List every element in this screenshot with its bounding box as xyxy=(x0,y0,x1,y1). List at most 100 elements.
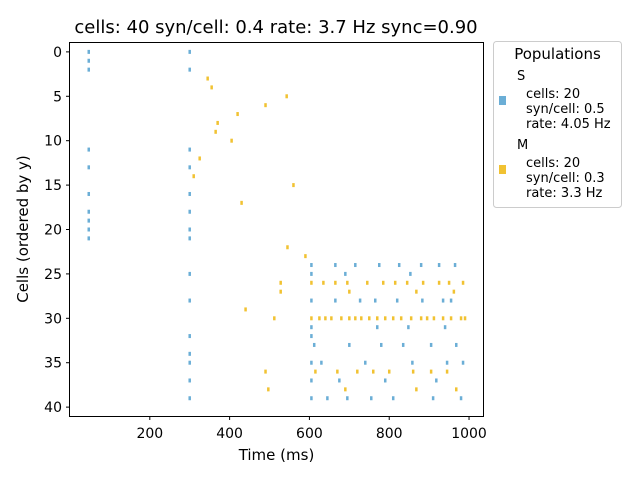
spike-s-2 xyxy=(87,67,91,72)
spike-s-25 xyxy=(310,263,313,268)
spike-m-14 xyxy=(279,280,282,285)
spike-m-46 xyxy=(399,316,403,321)
spike-m-4 xyxy=(214,129,217,134)
y-tick-label-20: 20 xyxy=(44,223,62,239)
legend-entry-m-line-2: syn/cell: 0.3 xyxy=(526,171,605,186)
spike-s-14 xyxy=(188,191,191,196)
spike-m-17 xyxy=(292,183,295,188)
spike-s-50 xyxy=(383,378,387,383)
spike-m-30 xyxy=(344,387,347,392)
spike-s-6 xyxy=(87,209,91,214)
spike-s-44 xyxy=(364,360,367,365)
spike-m-59 xyxy=(445,369,449,374)
spike-s-29 xyxy=(310,334,313,339)
spike-s-33 xyxy=(312,342,316,347)
spike-s-48 xyxy=(378,263,381,268)
spike-s-9 xyxy=(87,236,91,241)
spike-s-63 xyxy=(437,263,441,268)
spike-m-38 xyxy=(368,316,371,321)
spike-s-23 xyxy=(188,378,191,383)
spike-m-51 xyxy=(415,387,418,392)
spike-s-40 xyxy=(346,396,349,401)
y-tick-label-25: 25 xyxy=(44,267,62,283)
spike-m-43 xyxy=(387,369,391,374)
spike-m-62 xyxy=(452,289,456,294)
legend-entry-s-line-3: rate: 4.05 Hz xyxy=(526,117,611,132)
legend-entry-m-line-3: rate: 3.3 Hz xyxy=(526,186,603,201)
spike-s-41 xyxy=(348,342,351,347)
spike-s-1 xyxy=(87,58,91,63)
x-axis-label: Time (ms) xyxy=(238,446,315,464)
spike-m-44 xyxy=(391,316,395,321)
spike-m-35 xyxy=(356,369,359,374)
spike-s-43 xyxy=(358,298,362,303)
x-tick-label-400: 400 xyxy=(216,426,243,442)
legend: Populations S cells: 20 syn/cell: 0.5 ra… xyxy=(493,41,622,208)
x-tick-label-1000: 1000 xyxy=(451,426,487,442)
x-tick-label-800: 800 xyxy=(376,426,403,442)
spike-s-7 xyxy=(87,218,91,223)
spike-m-64 xyxy=(459,316,463,321)
spike-m-11 xyxy=(264,369,267,374)
y-tick-label-15: 15 xyxy=(44,178,62,194)
spike-s-46 xyxy=(374,298,377,303)
spike-m-16 xyxy=(285,94,288,99)
spike-m-18 xyxy=(286,245,289,250)
legend-title: Populations xyxy=(514,45,601,63)
spike-m-49 xyxy=(411,369,415,374)
spike-m-1 xyxy=(192,174,195,179)
spike-s-30 xyxy=(310,360,313,365)
spike-s-66 xyxy=(445,360,449,365)
spike-m-61 xyxy=(449,316,453,321)
spike-s-10 xyxy=(188,49,191,54)
spike-s-4 xyxy=(87,165,91,170)
x-axis-ticks: 200 400 600 800 1000 xyxy=(136,416,487,442)
spike-m-0 xyxy=(198,156,201,161)
spike-m-26 xyxy=(330,316,333,321)
spike-s-15 xyxy=(188,209,191,214)
spike-s-35 xyxy=(326,396,329,401)
spike-m-19 xyxy=(304,254,307,259)
spike-m-2 xyxy=(206,76,209,81)
spike-m-10 xyxy=(264,103,267,108)
spike-m-60 xyxy=(447,280,451,285)
spike-m-63 xyxy=(455,387,458,392)
plot-frame xyxy=(69,42,484,417)
spike-m-42 xyxy=(383,316,387,321)
spike-s-31 xyxy=(310,378,313,383)
x-tick-label-600: 600 xyxy=(296,426,323,442)
spike-m-36 xyxy=(360,316,363,321)
spike-s-61 xyxy=(431,396,435,401)
spike-s-20 xyxy=(188,334,191,339)
spike-s-71 xyxy=(461,360,465,365)
spike-s-56 xyxy=(409,271,412,276)
spike-m-9 xyxy=(244,307,247,312)
spike-m-65 xyxy=(461,280,465,285)
spike-s-36 xyxy=(334,263,337,268)
spike-s-70 xyxy=(459,396,463,401)
spike-m-50 xyxy=(415,289,418,294)
spike-s-68 xyxy=(453,263,457,268)
spike-m-58 xyxy=(441,316,445,321)
spike-s-22 xyxy=(188,360,191,365)
spike-m-23 xyxy=(318,316,321,321)
spike-m-8 xyxy=(240,200,243,205)
spike-m-29 xyxy=(340,316,343,321)
spike-m-12 xyxy=(267,387,270,392)
spike-s-18 xyxy=(188,271,191,276)
spike-s-0 xyxy=(87,49,91,54)
spike-s-62 xyxy=(435,378,438,383)
spike-s-19 xyxy=(188,298,191,303)
spike-s-51 xyxy=(391,396,395,401)
spike-s-32 xyxy=(310,396,313,401)
spike-s-27 xyxy=(310,298,313,303)
spike-m-13 xyxy=(273,316,276,321)
spike-m-24 xyxy=(322,280,325,285)
spike-s-52 xyxy=(395,298,399,303)
spike-m-5 xyxy=(216,120,219,125)
y-tick-label-40: 40 xyxy=(44,400,62,416)
spike-s-58 xyxy=(419,263,423,268)
legend-entry-s-line-2: syn/cell: 0.5 xyxy=(526,102,605,117)
spike-s-11 xyxy=(188,67,191,72)
spike-s-17 xyxy=(188,236,191,241)
